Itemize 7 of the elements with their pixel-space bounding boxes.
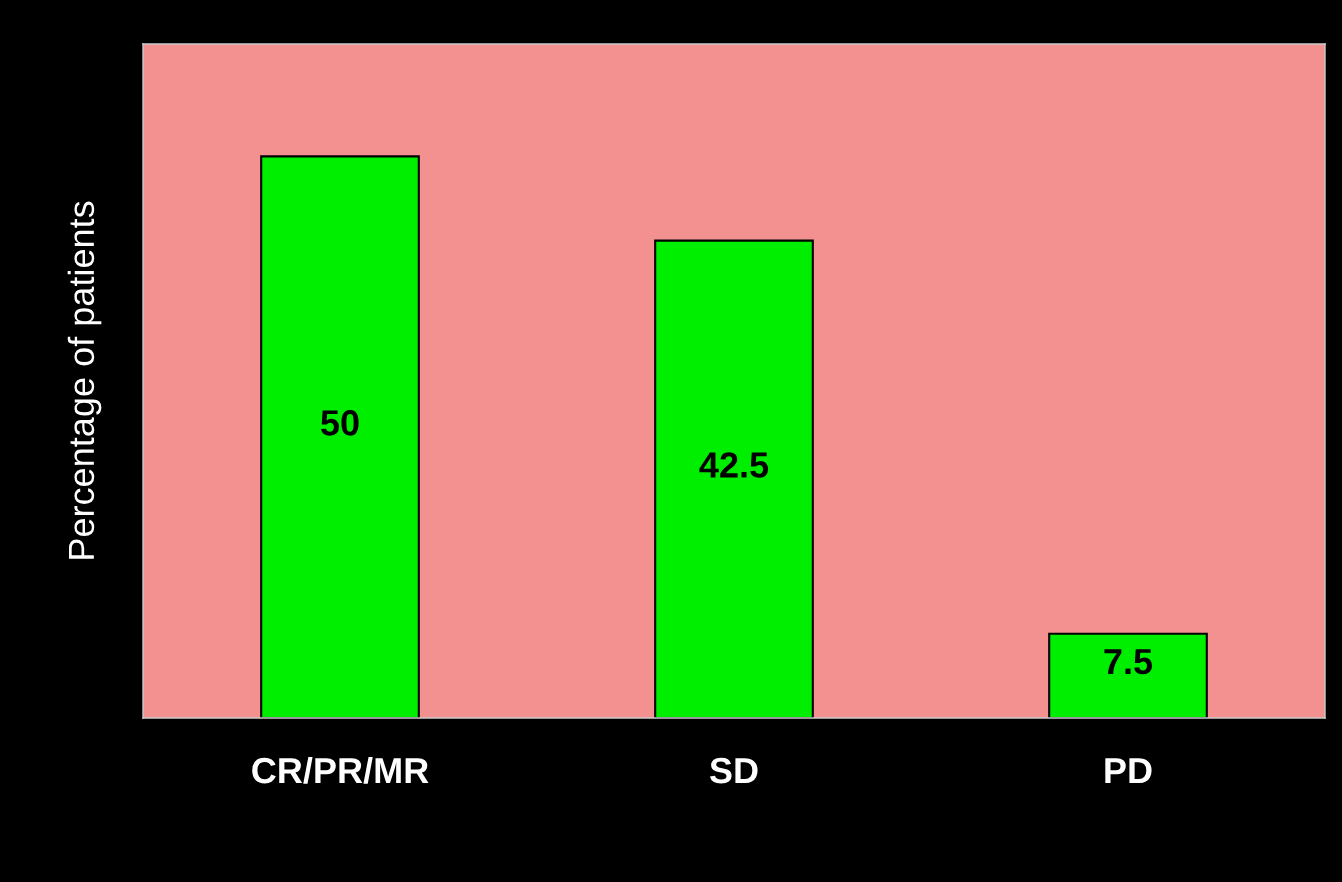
data-label: 50 xyxy=(321,410,359,436)
x-tick-label: CR/PR/MR xyxy=(252,756,429,784)
x-tick-label: SD xyxy=(709,757,758,784)
data-label: 7.5 xyxy=(1104,649,1153,675)
y-axis-title: Percentage of patients xyxy=(67,201,102,559)
data-label: 42.5 xyxy=(699,452,769,478)
x-tick-label: PD xyxy=(1105,758,1152,784)
